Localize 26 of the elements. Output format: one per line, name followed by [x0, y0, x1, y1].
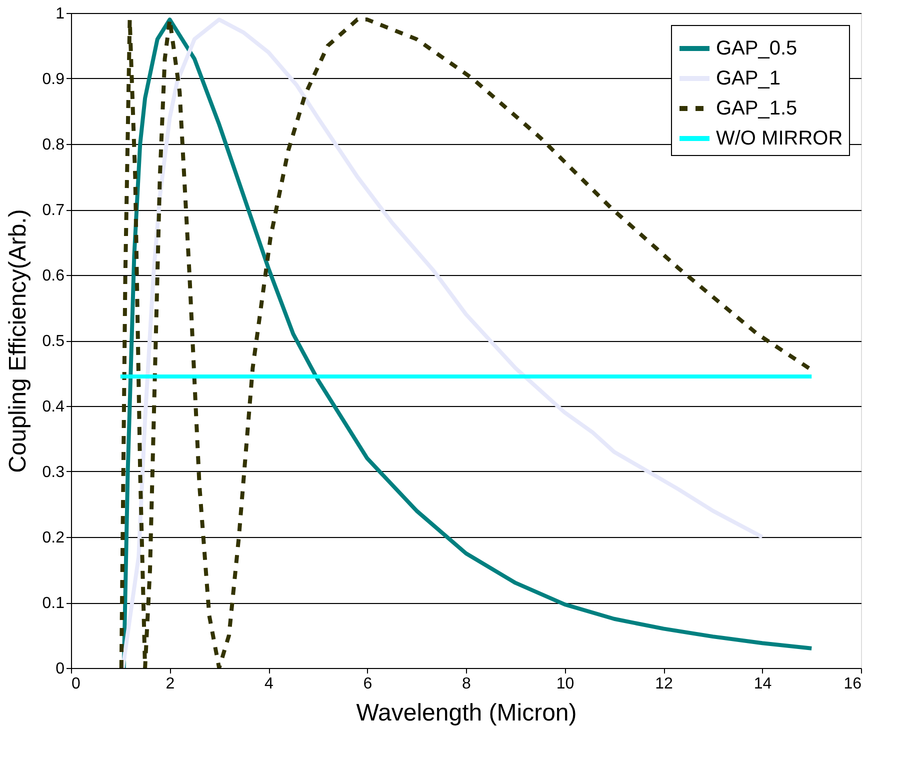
legend-label: GAP_0.5 — [716, 38, 798, 60]
y-axis-title: Coupling Efficiency(Arb.) — [4, 209, 32, 473]
x-tick-label: 0 — [72, 676, 80, 692]
y-tick-label: 0.8 — [42, 136, 65, 154]
y-tick-label: 0.9 — [42, 71, 65, 88]
legend-label: GAP_1 — [716, 68, 780, 90]
x-tick-label: 16 — [844, 676, 862, 692]
y-tick-label: 0.6 — [42, 268, 65, 284]
legend-label: W/O MIRROR — [716, 128, 843, 150]
y-tick-label: 0.2 — [42, 530, 65, 546]
x-axis-title: Wavelength (Micron) — [356, 700, 577, 726]
x-tick-label: 10 — [556, 676, 574, 692]
y-tick-label: 0.4 — [42, 398, 65, 416]
y-tick-label: 1 — [56, 6, 65, 22]
x-tick-label: 12 — [655, 676, 673, 692]
y-tick-label: 0 — [56, 660, 65, 678]
x-tick-label: 4 — [264, 676, 274, 692]
y-tick-label: 0.5 — [42, 333, 65, 350]
x-tick-label: 2 — [166, 676, 175, 692]
x-tick-label: 14 — [754, 676, 772, 692]
y-tick-label: 0.7 — [42, 202, 65, 219]
x-tick-label: 6 — [363, 676, 372, 692]
y-tick-label: 0.1 — [42, 595, 65, 612]
legend-label: GAP_1.5 — [716, 98, 798, 120]
x-tick-label: 8 — [462, 676, 472, 692]
y-tick-label: 0.3 — [42, 464, 65, 481]
